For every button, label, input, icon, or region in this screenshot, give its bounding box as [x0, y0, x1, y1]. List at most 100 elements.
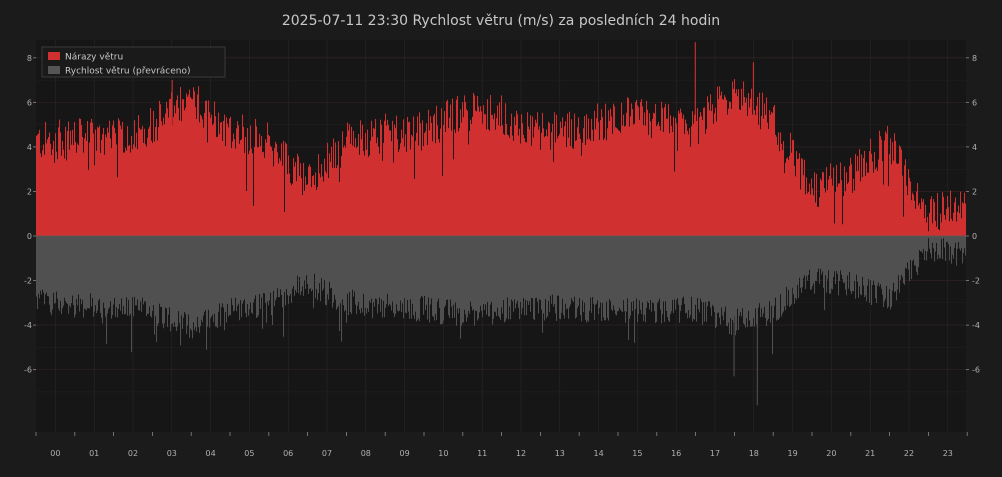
gust-bar: [525, 142, 527, 236]
speed-bar: [889, 236, 891, 290]
speed-bar: [377, 236, 379, 314]
speed-bar: [606, 236, 608, 302]
gust-bar: [330, 161, 332, 236]
speed-bar: [827, 236, 829, 280]
speed-bar: [582, 236, 584, 301]
gust-bar: [393, 162, 395, 236]
gust-bar: [371, 120, 373, 236]
speed-bar: [897, 236, 899, 290]
speed-bar: [587, 236, 589, 321]
speed-bar: [577, 236, 579, 309]
gust-bar: [516, 110, 518, 236]
gust-bar: [847, 183, 849, 236]
speed-bar: [407, 236, 409, 300]
gust-bar: [890, 138, 892, 236]
speed-bar: [784, 236, 786, 307]
speed-bar: [709, 236, 711, 302]
gust-bar: [285, 142, 287, 236]
gust-bar: [923, 199, 925, 236]
speed-bar: [360, 236, 362, 314]
gust-bar: [508, 135, 510, 236]
speed-bar: [724, 236, 726, 312]
gust-bar: [640, 101, 642, 236]
gust-bar: [770, 114, 772, 236]
y-tick-label-left: -2: [24, 277, 32, 286]
gust-bar: [951, 218, 953, 236]
speed-bar: [630, 236, 632, 316]
gust-bar: [63, 149, 65, 236]
speed-bar: [455, 236, 457, 303]
gust-bar: [720, 95, 722, 236]
gust-bar: [317, 186, 319, 236]
speed-bar: [162, 236, 164, 324]
gust-bar: [71, 144, 73, 236]
gust-bar: [610, 108, 612, 236]
speed-bar: [251, 236, 253, 313]
speed-bar: [271, 236, 273, 316]
gust-bar: [941, 222, 943, 236]
gust-bar: [320, 177, 322, 236]
gust-bar: [853, 178, 855, 236]
speed-bar: [352, 236, 354, 290]
gust-bar: [368, 156, 370, 236]
speed-bar: [476, 236, 478, 311]
speed-bar: [191, 236, 193, 331]
gust-bar: [453, 159, 455, 236]
gust-bar: [53, 140, 55, 236]
speed-bar: [693, 236, 695, 319]
gust-bar: [496, 118, 498, 236]
speed-bar: [680, 236, 682, 312]
speed-bar: [134, 236, 136, 297]
speed-bar: [580, 236, 582, 315]
gust-bar: [384, 120, 386, 236]
speed-bar: [524, 236, 526, 316]
speed-bar: [485, 236, 487, 305]
speed-bar: [864, 236, 866, 298]
gust-bar: [363, 151, 365, 236]
speed-bar: [44, 236, 46, 305]
gust-bar: [930, 199, 932, 236]
gust-bar: [46, 143, 48, 236]
speed-bar: [241, 236, 243, 318]
speed-bar: [176, 236, 178, 332]
speed-bar: [150, 236, 152, 316]
speed-min-bar: [756, 236, 758, 406]
gust-bar: [119, 120, 121, 236]
gust-bar: [880, 136, 882, 236]
gust-bar: [60, 132, 62, 236]
speed-bar: [155, 236, 157, 316]
speed-bar: [946, 236, 948, 243]
gust-bar: [559, 134, 561, 236]
gust-bar: [801, 158, 803, 236]
speed-bar: [292, 236, 294, 289]
gust-bar: [221, 121, 223, 236]
speed-bar: [218, 236, 220, 313]
speed-bar: [844, 236, 846, 283]
gust-bar: [809, 183, 811, 236]
speed-bar: [907, 236, 909, 263]
gust-bar: [313, 175, 315, 236]
gust-bar: [345, 147, 347, 236]
gust-bar: [513, 140, 515, 236]
gust-bar: [633, 124, 635, 236]
gust-bar: [960, 191, 962, 236]
speed-bar: [962, 236, 964, 264]
gust-bar: [647, 109, 649, 236]
speed-bar: [149, 236, 151, 307]
speed-bar: [275, 236, 277, 301]
speed-bar: [952, 236, 954, 255]
speed-bar: [189, 236, 191, 338]
gust-bar: [961, 218, 963, 236]
gust-bar: [535, 119, 537, 236]
gust-bar: [149, 126, 151, 236]
gust-bar: [118, 118, 120, 236]
x-tick-label: 02: [128, 449, 138, 458]
speed-bar: [636, 236, 638, 299]
gust-bar: [489, 130, 491, 236]
gust-bar: [136, 132, 138, 236]
speed-bar: [515, 236, 517, 309]
gust-bar: [387, 119, 389, 236]
speed-bar: [846, 236, 848, 296]
speed-bar: [544, 236, 546, 321]
gust-bar: [776, 136, 778, 236]
